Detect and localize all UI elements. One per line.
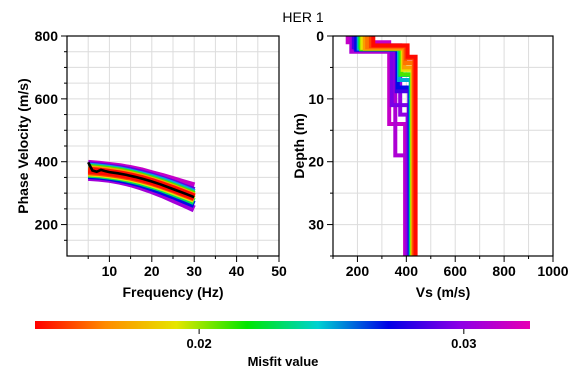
dispersion-x-label: Frequency (Hz) <box>122 284 223 300</box>
y-tick-label: 10 <box>308 91 324 107</box>
y-tick-label: 200 <box>35 217 59 233</box>
x-tick-label: 30 <box>186 263 202 279</box>
vs-profile-plot-area <box>333 36 553 256</box>
colorbar-label: Misfit value <box>248 354 319 369</box>
vs-profile-line <box>371 36 418 256</box>
x-tick-label: 40 <box>229 263 245 279</box>
colorbar-ticks: 0.02 0.03 <box>186 329 476 351</box>
y-tick-label: 800 <box>35 28 59 44</box>
y-tick-label: 600 <box>35 91 59 107</box>
vs-profile-ticks: 200 400 600 800 1000 0 10 20 30 <box>308 28 568 279</box>
x-tick-label: 800 <box>492 263 516 279</box>
colorbar-tick-label: 0.02 <box>186 336 211 351</box>
dispersion-y-label: Phase Velocity (m/s) <box>15 78 31 213</box>
x-tick-label: 50 <box>271 263 287 279</box>
y-tick-label: 20 <box>308 154 324 170</box>
dispersion-panel: 10 20 30 40 50 200 400 600 800 Frequency (Hz) Ph… <box>15 28 287 300</box>
misfit-colorbar <box>35 321 530 329</box>
vs-profile-panel: 200 400 600 800 1000 0 10 20 30 Vs (m/s) Depth (… <box>291 28 569 300</box>
x-tick-label: 200 <box>346 263 370 279</box>
figure-title: HER 1 <box>282 9 323 25</box>
x-tick-label: 400 <box>395 263 419 279</box>
vs-profile-y-label: Depth (m) <box>291 113 307 178</box>
y-tick-label: 0 <box>316 28 324 44</box>
vs-profile-frame <box>332 35 554 257</box>
dispersion-ticks: 10 20 30 40 50 200 400 600 800 <box>35 28 287 279</box>
vs-profiles <box>345 36 418 256</box>
x-tick-label: 1000 <box>537 263 568 279</box>
x-tick-label: 600 <box>444 263 468 279</box>
observed-dispersion-line <box>87 161 195 199</box>
y-tick-label: 400 <box>35 154 59 170</box>
x-tick-label: 10 <box>102 263 118 279</box>
x-tick-label: 20 <box>144 263 160 279</box>
y-tick-label: 30 <box>308 217 324 233</box>
colorbar-tick-label: 0.03 <box>451 336 476 351</box>
vs-profile-x-label: Vs (m/s) <box>416 284 470 300</box>
vs-profile-line <box>345 36 408 256</box>
